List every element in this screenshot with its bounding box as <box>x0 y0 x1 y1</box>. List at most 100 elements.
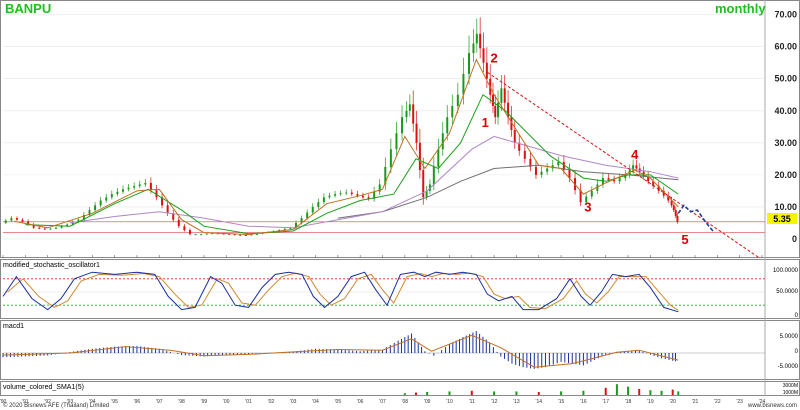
price-candle-body <box>510 117 513 130</box>
price-candle-body <box>500 88 503 103</box>
price-candle-body <box>451 105 454 118</box>
volume-bar <box>414 392 417 395</box>
macd-signal-line <box>2 334 679 368</box>
price-candle-body <box>674 210 677 216</box>
price-candle-body <box>289 227 292 229</box>
price-candle-body <box>88 210 91 215</box>
x-tick-label: '16 <box>580 399 587 405</box>
volume-bar <box>649 390 652 395</box>
price-candle-body <box>311 206 314 213</box>
wave-label-4: 4 <box>631 147 639 162</box>
price-candle-body <box>361 195 364 198</box>
sma-medium-line <box>25 93 679 235</box>
x-tick-label: '03 <box>290 399 297 405</box>
price-candle-body <box>437 149 440 167</box>
price-candle-body <box>21 219 24 222</box>
price-candle-body <box>149 182 152 191</box>
price-candle-body <box>32 224 35 228</box>
price-candle-body <box>43 228 46 230</box>
price-candle-body <box>328 195 331 198</box>
wave-label-1: 1 <box>482 115 489 130</box>
price-candle-body <box>425 190 428 198</box>
price-candle-body <box>485 62 488 79</box>
x-axis: '90 '91 '92 '93 '94 '95 '96 '97 '98 '99 '00 '01 '02 '… <box>0 255 765 405</box>
sma-short-line <box>14 58 679 236</box>
price-candle-body <box>94 205 97 211</box>
volume-bar <box>671 389 674 395</box>
price-series-group <box>4 17 679 236</box>
price-candle-body <box>632 165 635 171</box>
x-tick-label: '95 <box>111 399 118 405</box>
x-tick-label: '04 <box>312 399 319 405</box>
x-tick-label: '19 <box>647 399 654 405</box>
price-tick-label: 50.00 <box>774 74 797 84</box>
x-tick-label: '07 <box>379 399 386 405</box>
volume-bar <box>515 391 518 395</box>
price-tick-label: 0 <box>792 234 797 244</box>
price-candle-body <box>422 170 425 198</box>
x-tick-label: '96 <box>134 399 141 405</box>
x-tick-label: '98 <box>178 399 185 405</box>
stochastic-series-group <box>2 271 765 313</box>
x-tick-label: '05 <box>335 399 342 405</box>
price-tick-label: 10.00 <box>774 202 797 212</box>
stochastic-panel-title: modified_stochastic_oscillator1 <box>3 262 100 269</box>
price-candle-body <box>356 194 359 196</box>
wave-label-2: 2 <box>491 51 498 66</box>
x-tick-label: '13 <box>513 399 520 405</box>
price-candle-body <box>479 33 482 49</box>
price-candle-body <box>557 162 560 166</box>
x-tick-label: '15 <box>558 399 565 405</box>
price-candle-body <box>317 202 320 207</box>
price-candle-body <box>322 197 325 203</box>
x-tick-label: '99 <box>201 399 208 405</box>
price-candle-body <box>613 179 616 182</box>
price-candle-body <box>546 168 549 172</box>
volume-tick-1000m: 1000M <box>783 390 798 396</box>
price-candle-body <box>99 200 102 206</box>
price-candle-body <box>503 88 506 103</box>
price-candle-body <box>250 234 253 236</box>
x-tick-label: '10 <box>446 399 453 405</box>
last-price-label: 5.35 <box>773 214 791 224</box>
x-tick-label: '08 <box>402 399 409 405</box>
macd-tick-0: 0 <box>795 349 799 355</box>
price-candle-body <box>657 186 660 191</box>
price-candle-body <box>540 171 543 175</box>
stoch-k-line <box>2 271 679 313</box>
volume-bar <box>537 392 540 395</box>
price-gridlines <box>3 14 765 240</box>
last-price-badge <box>767 213 797 224</box>
price-candle-body <box>667 195 670 201</box>
price-candle-body <box>513 130 516 143</box>
symbol-title: BANPU <box>5 1 51 16</box>
price-tick-label: 30.00 <box>774 138 797 148</box>
volume-bar <box>604 387 607 395</box>
price-candle-body <box>211 233 214 235</box>
sma-long-line <box>69 135 679 229</box>
price-candle-body <box>395 133 398 150</box>
price-candle-body <box>523 150 526 159</box>
price-candle-body <box>133 186 136 188</box>
price-candle-body <box>624 174 627 179</box>
macd-tick-5: 5.0000 <box>780 334 799 340</box>
price-candle-body <box>468 53 471 74</box>
price-candle-body <box>384 166 387 185</box>
price-candle-body <box>161 197 164 206</box>
wave-label-3: 3 <box>584 200 591 215</box>
x-tick-label: '09 <box>424 399 431 405</box>
volume-bar <box>677 391 680 395</box>
volume-bar <box>615 384 618 395</box>
price-candle-body <box>155 190 158 198</box>
price-candle-body <box>244 234 247 236</box>
price-candle-body <box>378 184 381 192</box>
price-candle-body <box>618 178 621 182</box>
price-candle-body <box>216 233 219 235</box>
price-candle-body <box>432 166 435 185</box>
price-candle-body <box>446 117 449 134</box>
price-candle-body <box>415 123 418 143</box>
price-candle-body <box>255 233 258 235</box>
price-panel-frame <box>0 0 800 258</box>
price-candle-body <box>334 194 337 196</box>
